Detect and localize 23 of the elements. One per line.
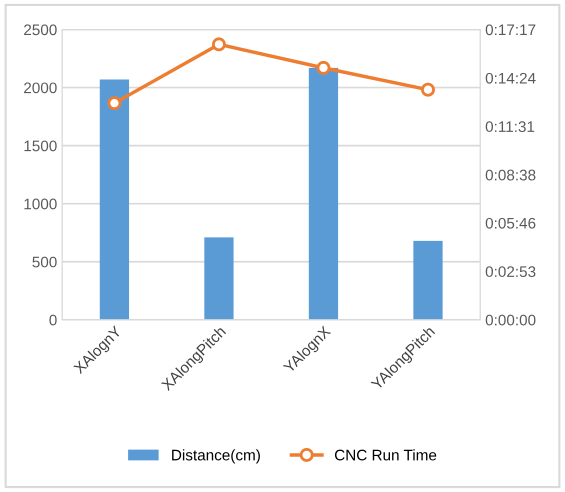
y-tick-label: 0: [49, 314, 57, 326]
y2-tick-label: 0:00:00: [486, 314, 536, 326]
y2-tick-label: 0:02:53: [486, 266, 536, 278]
y-tick-label: 500: [32, 256, 57, 268]
legend-label: Distance(cm): [172, 449, 260, 464]
bar: [413, 240, 443, 320]
point: [107, 96, 122, 110]
point: [212, 37, 226, 52]
y-tick-label: 2500: [24, 24, 57, 36]
point: [421, 82, 435, 97]
y-tick-label: 1000: [24, 198, 57, 210]
bar: [204, 237, 234, 320]
legend-label: CNC Run Time: [334, 449, 436, 460]
y2-tick-label: 0:05:46: [486, 218, 536, 229]
y2-tick-label: 0:08:38: [486, 170, 536, 180]
bar: [308, 68, 338, 320]
y-tick-label: 1500: [24, 140, 57, 152]
y-tick-label: 2000: [24, 82, 57, 94]
y2-tick-label: 0:14:24: [486, 72, 536, 84]
bar: [100, 79, 130, 320]
y2-tick-label: 0:11:31: [486, 121, 534, 132]
point: [316, 60, 330, 75]
y2-tick-label: 0:17:17: [486, 24, 536, 36]
